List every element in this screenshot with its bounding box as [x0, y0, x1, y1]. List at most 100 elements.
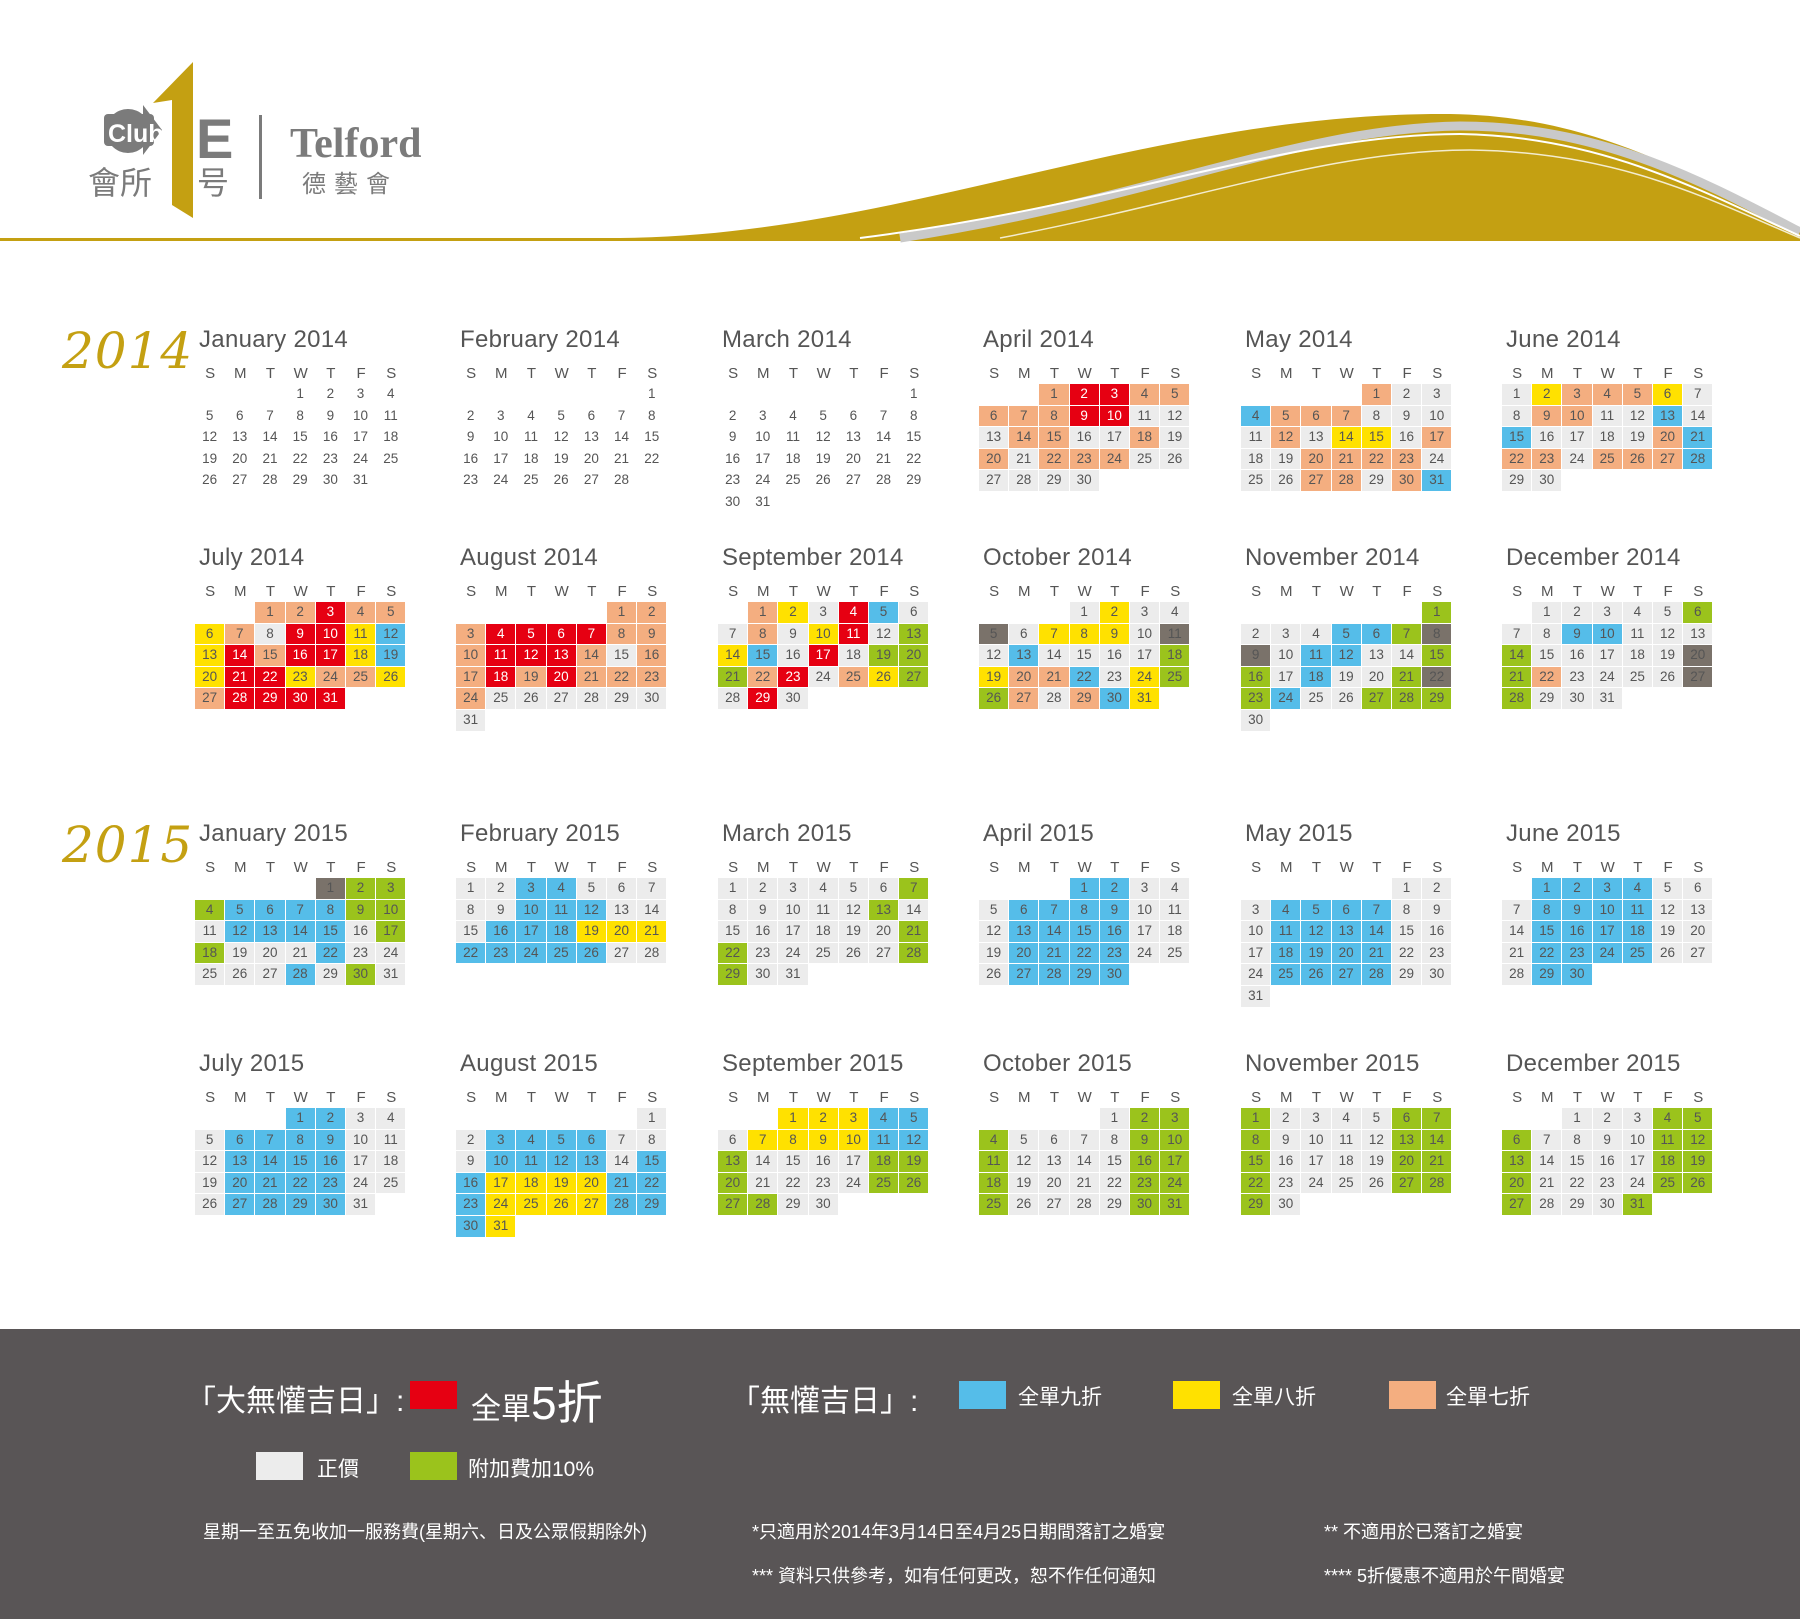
day-cell: 2	[1592, 1108, 1622, 1129]
day-cell: 20	[845, 450, 861, 466]
month-calendar: January 2015 S M T W T F S 1 2 3 4 5 6 7 8 9 10 11 12 13 14 15…	[195, 820, 410, 1040]
day-cell: 6	[1683, 878, 1713, 899]
day-cell: 22	[644, 450, 660, 466]
day-cell: 21	[1039, 666, 1069, 688]
weekday-label: M	[1018, 859, 1031, 876]
empty-cell	[1301, 878, 1331, 900]
month-calendar: October 2015 S M T W T F S 1 2 3 4 5 6 7 8 9 10 11 12 13 14 15…	[979, 1050, 1194, 1270]
day-cell: 7	[606, 1129, 637, 1151]
day-cell: 14	[225, 645, 255, 666]
day-grid: 1 2 3 4 5 6 7 8 9 10 11 12 13 14 15 16 17 18 19 20 21 22 23 24 2…	[1502, 1108, 1713, 1216]
weekday-label: S	[909, 583, 920, 600]
weekday-label: S	[989, 365, 1000, 382]
weekday-label: S	[1693, 365, 1704, 382]
day-cell: 11	[1652, 1129, 1683, 1151]
day-cell: 7	[718, 623, 748, 645]
day-cell: 31	[456, 709, 486, 731]
empty-cell	[516, 602, 546, 624]
day-cell: 6	[1039, 1129, 1069, 1151]
month-title: January 2015	[199, 820, 349, 847]
day-cell: 7	[1039, 899, 1069, 921]
day-cell: 13	[1301, 427, 1331, 448]
telford-chinese-text: 德藝會	[302, 170, 398, 198]
day-cell: 8	[1532, 899, 1562, 921]
weekday-label: S	[1693, 583, 1704, 600]
day-cell: 29	[1502, 470, 1532, 491]
day-cell: 1	[1099, 1108, 1129, 1129]
weekday-label: F	[879, 583, 889, 600]
empty-cell	[1502, 878, 1532, 900]
day-cell: 14	[614, 429, 630, 445]
day-cell: 6	[1009, 623, 1039, 645]
day-cell: 13	[1683, 899, 1713, 921]
empty-cell	[718, 384, 748, 406]
day-cell: 17	[1301, 1151, 1331, 1172]
day-cell: 11	[546, 899, 576, 921]
day-cell: 31	[778, 964, 808, 985]
weekday-label: W	[293, 583, 308, 600]
day-cell: 2	[285, 602, 315, 623]
empty-cell	[486, 1108, 516, 1130]
weekday-label: S	[909, 365, 920, 382]
weekday-label: T	[1633, 365, 1643, 382]
day-cell: 21	[1422, 1151, 1452, 1172]
day-cell: 17	[516, 921, 546, 942]
day-cell: 24	[516, 942, 546, 964]
day-cell: 6	[255, 899, 285, 921]
day-cell: 2	[808, 1108, 838, 1129]
day-cell: 15	[456, 921, 486, 942]
day-cell: 7	[1683, 384, 1713, 405]
day-cell: 1	[748, 602, 778, 623]
day-cell: 12	[1652, 899, 1683, 921]
day-cell: 26	[576, 942, 606, 964]
day-cell: 14	[1069, 1151, 1099, 1172]
day-cell: 24	[376, 942, 406, 964]
day-cell: 23	[315, 1172, 345, 1194]
day-cell: 12	[1160, 405, 1190, 427]
day-cell: 10	[1301, 1129, 1331, 1151]
month-title: December 2014	[1506, 544, 1681, 571]
day-cell: 3	[1271, 623, 1301, 645]
day-cell: 2	[637, 602, 667, 623]
day-cell: 17	[486, 1172, 516, 1194]
day-cell: 23	[1532, 448, 1562, 470]
weekday-label: W	[293, 365, 308, 382]
empty-cell	[1009, 602, 1039, 624]
weekday-label: W	[1077, 583, 1092, 600]
day-cell: 29	[285, 1194, 315, 1215]
day-cell: 30	[808, 1194, 838, 1215]
weekday-label: W	[1339, 365, 1354, 382]
day-cell: 5	[1361, 1108, 1391, 1129]
weekday-label: T	[788, 859, 799, 876]
weekday-label: S	[386, 583, 397, 600]
weekday-label: T	[326, 859, 336, 876]
empty-cell	[1392, 602, 1422, 624]
weekday-label: T	[587, 859, 597, 876]
day-cell: 20	[583, 450, 599, 466]
day-cell: 9	[1099, 623, 1129, 645]
day-grid: 1 2 3 4 5 6 7 8 9 10 11 12 13 14 15 16 17 18 19 20 21 22 23 24 2…	[1241, 602, 1452, 732]
day-cell: 21	[1039, 942, 1069, 964]
day-cell: 3	[456, 623, 486, 645]
day-cell: 14	[1331, 427, 1361, 448]
day-cell: 23	[463, 472, 479, 488]
weekday-label: S	[1432, 859, 1443, 876]
day-cell: 9	[285, 623, 315, 645]
day-cell: 12	[1009, 1151, 1039, 1172]
day-cell: 31	[353, 472, 369, 488]
day-cell: 4	[979, 1129, 1009, 1151]
day-cell: 21	[1391, 666, 1422, 688]
day-cell: 23	[486, 942, 516, 964]
weekday-label: T	[788, 1089, 799, 1106]
day-cell: 8	[1069, 623, 1099, 645]
day-cell: 25	[516, 1194, 546, 1215]
month-calendar: May 2015 S M T W T F S 1 2 3 4 5 6 7 8 9 10 11 12 13 14 15 16 17…	[1241, 820, 1456, 1040]
day-cell: 27	[1683, 942, 1713, 964]
empty-cell	[516, 384, 546, 406]
month-title: April 2015	[983, 820, 1095, 847]
day-cell: 29	[718, 964, 748, 985]
empty-cell	[607, 1108, 637, 1130]
